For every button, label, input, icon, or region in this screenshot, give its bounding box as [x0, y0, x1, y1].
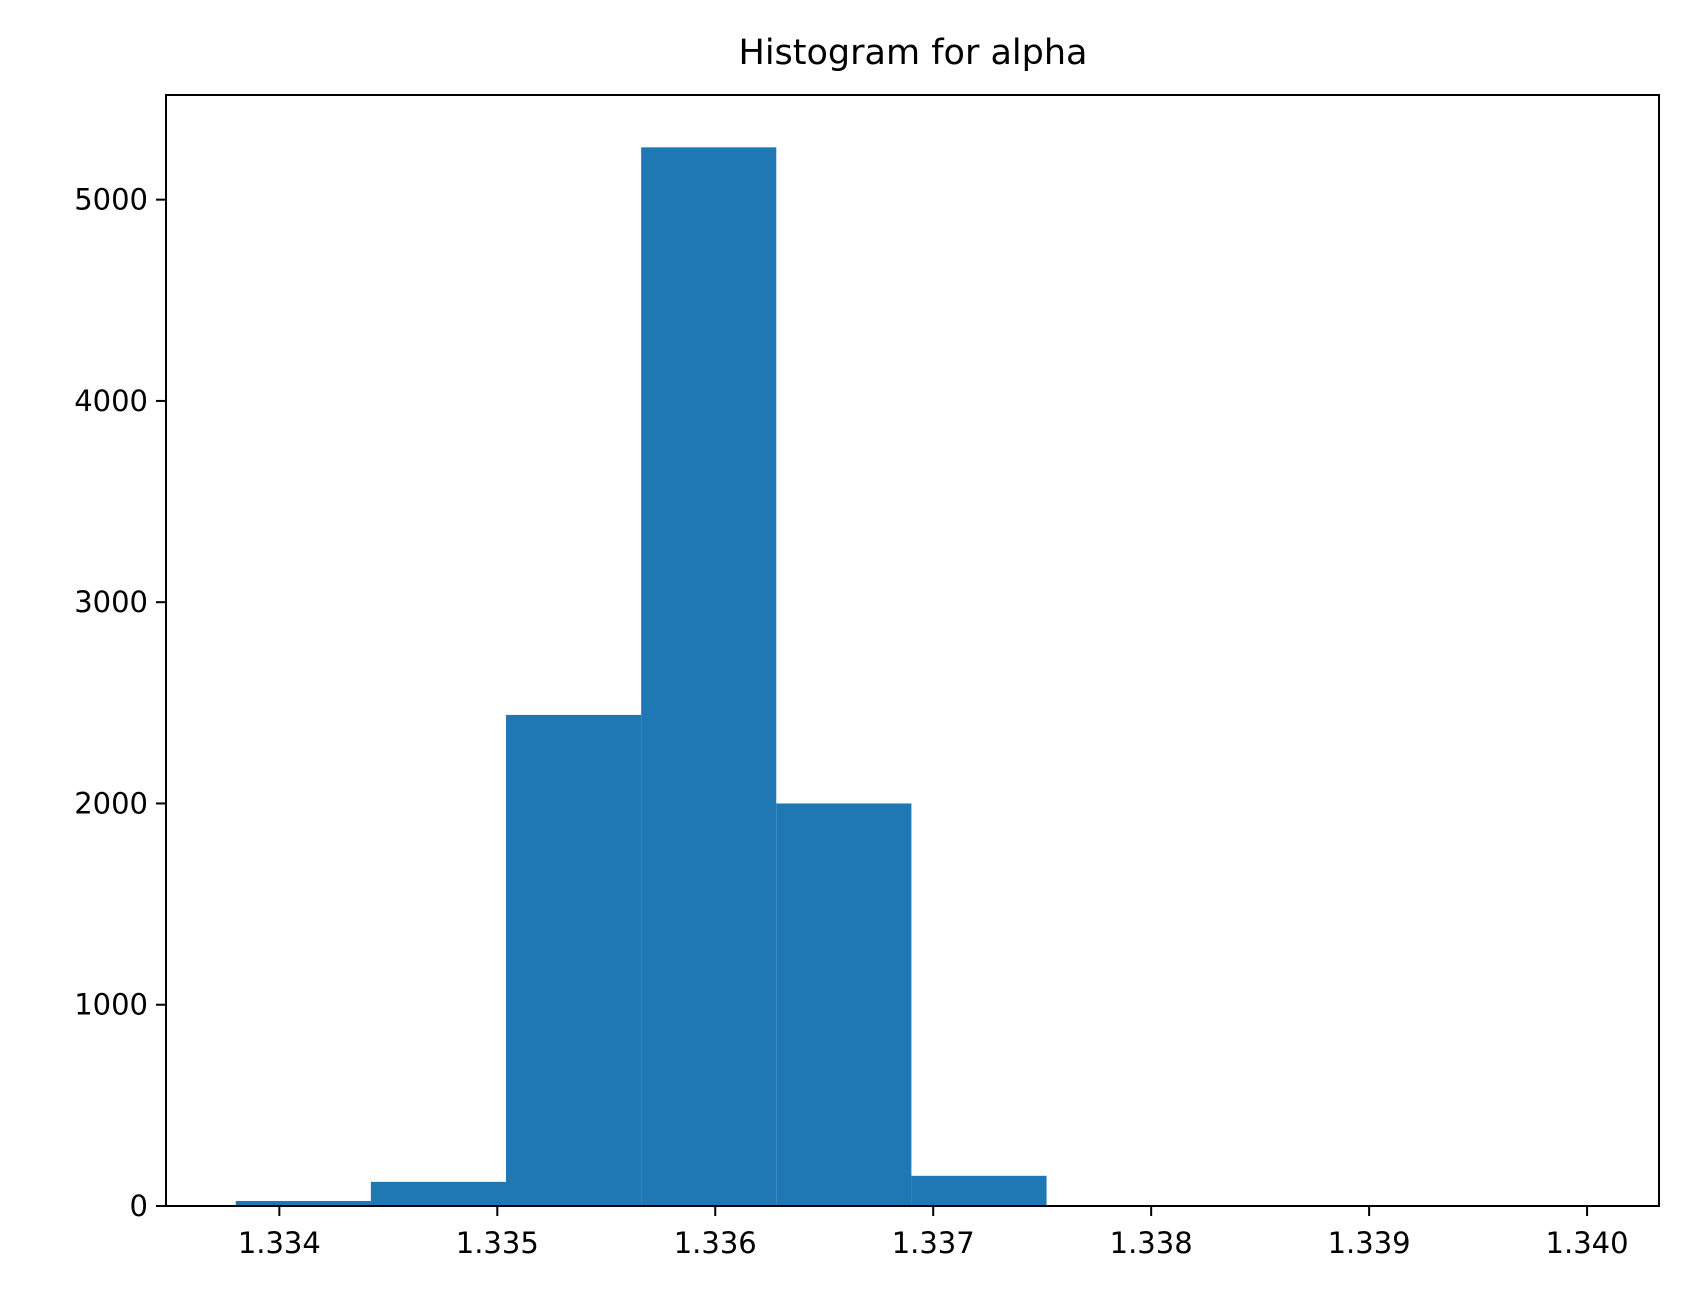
histogram-bar-1 [370, 1181, 507, 1206]
chart-title: Histogram for alpha [739, 33, 1088, 73]
histogram-bar-3 [641, 147, 777, 1206]
y-tick-label-2: 2000 [74, 786, 148, 820]
y-tick-label-3: 3000 [74, 585, 148, 619]
y-axis: 0 1000 2000 3000 4000 5000 [74, 183, 166, 1223]
histogram-bar-4 [776, 803, 912, 1206]
histogram-bar-2 [506, 714, 642, 1206]
y-tick-label-4: 4000 [74, 384, 148, 418]
x-tick-label-3: 1.337 [892, 1226, 975, 1260]
x-tick-label-4: 1.338 [1110, 1226, 1193, 1260]
x-tick-label-1: 1.335 [456, 1226, 539, 1260]
x-tick-label-6: 1.340 [1546, 1226, 1629, 1260]
histogram-bar-0 [235, 1200, 371, 1206]
histogram-bar-5 [911, 1175, 1047, 1206]
y-tick-label-5: 5000 [74, 183, 148, 217]
x-axis: 1.334 1.335 1.336 1.337 1.338 1.339 1.340 [238, 1206, 1629, 1260]
y-tick-label-0: 0 [130, 1189, 148, 1223]
y-tick-label-1: 1000 [74, 988, 148, 1022]
plot-frame [165, 94, 1660, 1207]
bars-layer [235, 147, 1588, 1206]
x-tick-label-0: 1.334 [238, 1226, 321, 1260]
x-tick-label-2: 1.336 [674, 1226, 757, 1260]
x-tick-label-5: 1.339 [1328, 1226, 1411, 1260]
